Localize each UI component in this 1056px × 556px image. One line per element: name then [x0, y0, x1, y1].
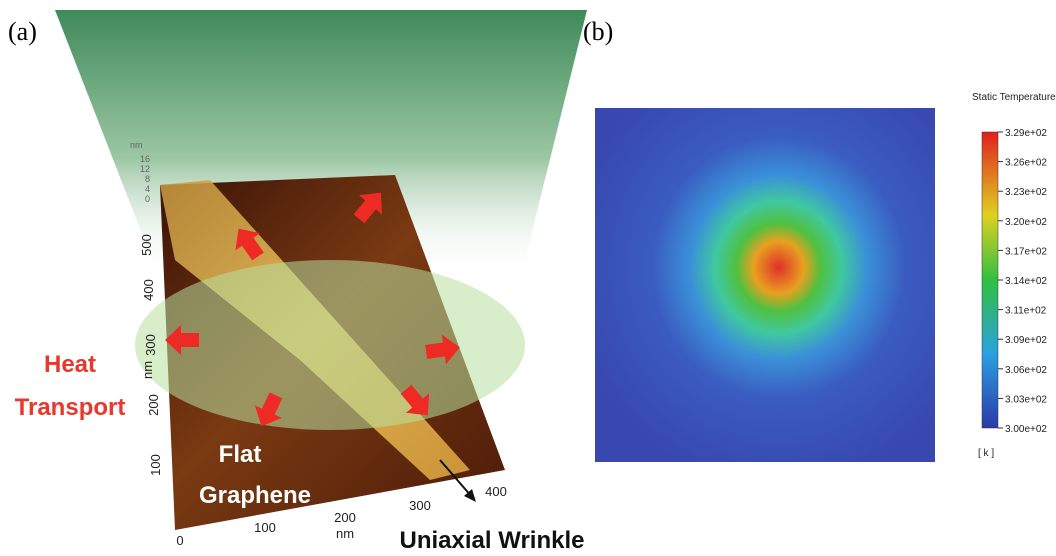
- y-tick-label: 500: [139, 234, 154, 256]
- colorbar-tick-label: 3.14e+02: [1005, 276, 1047, 287]
- colorbar-tick-label: 3.29e+02: [1005, 128, 1047, 139]
- colorbar-unit: [ k ]: [978, 448, 994, 459]
- z-tick-label: 4: [145, 184, 150, 194]
- z-axis-unit: nm: [130, 140, 143, 150]
- x-tick-label: 300: [409, 498, 431, 513]
- y-axis-unit: nm: [140, 361, 155, 379]
- z-tick-label: 12: [140, 164, 150, 174]
- temperature-map: [595, 108, 935, 462]
- x-tick-label: 100: [254, 520, 276, 535]
- x-tick-label: 0: [176, 533, 183, 548]
- panel-label: (a): [8, 17, 37, 46]
- colorbar-tick-label: 3.11e+02: [1005, 306, 1047, 317]
- z-tick-label: 0: [145, 194, 150, 204]
- z-tick-label: 16: [140, 154, 150, 164]
- colorbar-tick-label: 3.17e+02: [1005, 246, 1047, 257]
- colorbar-title: Static Temperature: [972, 92, 1056, 103]
- pointer: [439, 459, 473, 498]
- colorbar-tick-label: 3.26e+02: [1005, 158, 1047, 169]
- colorbar-tick-label: 3.06e+02: [1005, 365, 1047, 376]
- colorbar-tick-label: 3.00e+02: [1005, 424, 1047, 435]
- y-tick-label: 300: [143, 334, 158, 356]
- y-tick-label: 200: [146, 394, 161, 416]
- colorbar-tick-label: 3.23e+02: [1005, 187, 1047, 198]
- z-tick-label: 8: [145, 174, 150, 184]
- x-tick-label: 200: [334, 510, 356, 525]
- annotation: Heat: [44, 351, 96, 378]
- annotation: Transport: [15, 394, 126, 421]
- pointer-head: [464, 489, 476, 502]
- heat-region: [135, 260, 525, 430]
- annotation: Graphene: [199, 482, 311, 509]
- x-tick-label: 400: [485, 484, 507, 499]
- colorbar: [981, 131, 999, 429]
- colorbar-tick-label: 3.03e+02: [1005, 394, 1047, 405]
- y-tick-label: 100: [148, 454, 163, 476]
- colorbar-tick-label: 3.20e+02: [1005, 217, 1047, 228]
- colorbar-tick-label: 3.09e+02: [1005, 335, 1047, 346]
- annotation: Flat: [219, 441, 262, 468]
- panel-label: (b): [583, 17, 613, 46]
- x-axis-unit: nm: [336, 526, 354, 541]
- y-tick-label: 400: [141, 279, 156, 301]
- annotation: Uniaxial Wrinkle: [400, 527, 585, 554]
